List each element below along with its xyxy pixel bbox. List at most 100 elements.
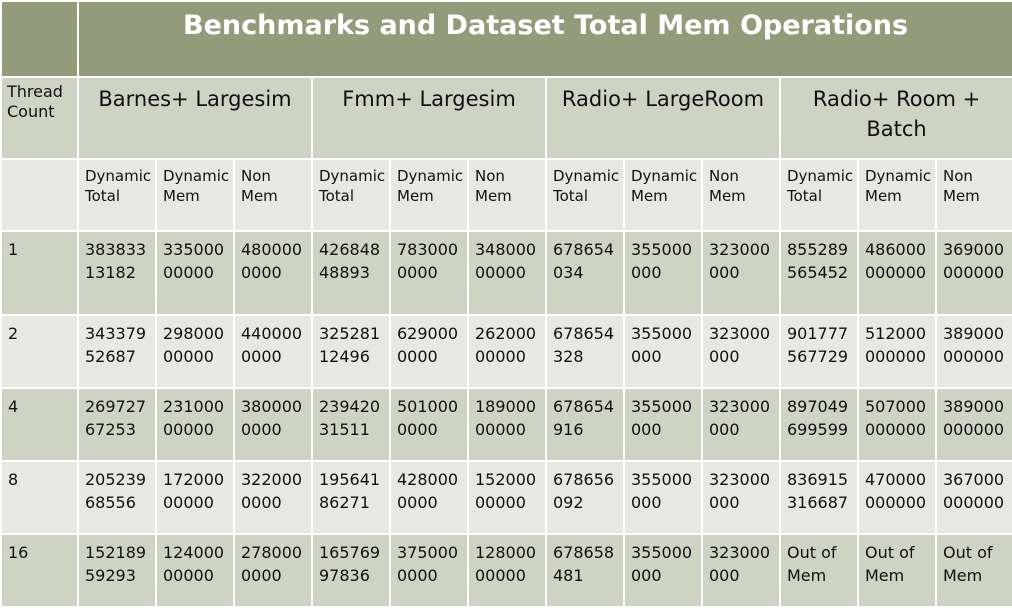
table-cell-line: 0000: [241, 493, 282, 512]
table-cell-line: 323000: [709, 324, 771, 343]
table-cell: 172000 00000: [157, 462, 233, 533]
table-cell-line: Out of: [943, 543, 993, 562]
table-cell: 189000 00000: [469, 389, 545, 460]
column-subheader: Dynamic Total: [313, 160, 389, 230]
table-cell-line: 0000: [241, 566, 282, 585]
column-subheader: Non Mem: [469, 160, 545, 230]
group-header-barnes: Barnes+ Largesim: [79, 78, 311, 158]
table-cell: 298000 00000: [157, 316, 233, 387]
table-row: 4 269727 67253 231000 00000 380000 0000 239420 3…: [2, 389, 1012, 460]
table-cell: Out of Mem: [937, 535, 1012, 606]
table-cell-line: 000: [631, 347, 662, 366]
table-cell: 678658 481: [547, 535, 623, 606]
table-cell-line: 00000: [475, 420, 526, 439]
table-cell-line: 262000: [475, 324, 537, 343]
column-subheader-line: Non: [241, 167, 271, 185]
table-cell-line: 00000: [163, 263, 214, 282]
table-cell-line: Mem: [787, 566, 827, 585]
table-cell: 348000 00000: [469, 232, 545, 314]
column-subheader-line: Mem: [475, 187, 512, 205]
table-cell-line: 916: [553, 420, 584, 439]
table-cell-line: 000: [709, 420, 740, 439]
subheader-blank: [2, 160, 77, 230]
table-row: 16 152189 59293 124000 00000 278000 0000 165769…: [2, 535, 1012, 606]
table-cell-line: 678654: [553, 240, 615, 259]
table-cell-line: 501000: [397, 397, 459, 416]
column-subheader-line: Dynamic: [865, 167, 932, 185]
table-cell: 440000 0000: [235, 316, 311, 387]
table-cell-line: 000: [709, 263, 740, 282]
table-cell-line: 000: [709, 493, 740, 512]
table-cell-line: 00000: [163, 566, 214, 585]
column-subheader: Dynamic Total: [781, 160, 857, 230]
column-subheader-line: Total: [787, 187, 823, 205]
table-cell-line: 31511: [319, 420, 370, 439]
column-subheader: Dynamic Total: [79, 160, 155, 230]
column-subheader: Dynamic Mem: [391, 160, 467, 230]
table-cell-line: 67253: [85, 420, 136, 439]
table-cell: 375000 0000: [391, 535, 467, 606]
table-cell: 165769 97836: [313, 535, 389, 606]
table-cell-line: 836915: [787, 470, 849, 489]
column-subheader: Non Mem: [235, 160, 311, 230]
table-cell: 501000 0000: [391, 389, 467, 460]
table-cell-line: 440000: [241, 324, 303, 343]
table-row: 8 205239 68556 172000 00000 322000 0000 195641 8…: [2, 462, 1012, 533]
table-cell-line: 00000: [475, 566, 526, 585]
table-cell-line: Out of: [787, 543, 837, 562]
table-cell-line: 269727: [85, 397, 147, 416]
table-cell-line: 426848: [319, 240, 381, 259]
table-cell-line: 323000: [709, 543, 771, 562]
table-cell-line: 567729: [787, 347, 849, 366]
table-cell-line: Mem: [943, 566, 983, 585]
column-subheader: Dynamic Mem: [859, 160, 935, 230]
thread-count-cell: 2: [2, 316, 77, 387]
table-cell: 278000 0000: [235, 535, 311, 606]
table-cell-line: 000000: [865, 263, 927, 282]
table-cell-line: 48893: [319, 263, 370, 282]
table-cell-line: 678654: [553, 397, 615, 416]
table-cell: 380000 0000: [235, 389, 311, 460]
table-cell: 507000 000000: [859, 389, 935, 460]
table-cell-line: 59293: [85, 566, 136, 585]
table-cell-line: 678658: [553, 543, 615, 562]
table-cell: 231000 00000: [157, 389, 233, 460]
column-subheader: Dynamic Total: [547, 160, 623, 230]
table-cell: 389000 000000: [937, 389, 1012, 460]
table-cell: 152189 59293: [79, 535, 155, 606]
table-cell-line: 13182: [85, 263, 136, 282]
table-cell-line: 367000: [943, 470, 1005, 489]
group-header-label-line-2: Batch: [866, 117, 927, 141]
table-cell: 678654 328: [547, 316, 623, 387]
table-cell: 383833 13182: [79, 232, 155, 314]
table-cell-line: 343379: [85, 324, 147, 343]
table-cell-line: 0000: [397, 420, 438, 439]
table-cell-line: 678654: [553, 324, 615, 343]
table-cell-line: 699599: [787, 420, 849, 439]
table-cell-line: 323000: [709, 397, 771, 416]
table-cell-line: 000: [631, 566, 662, 585]
column-subheader-line: Mem: [631, 187, 668, 205]
table-cell-line: 000000: [943, 347, 1005, 366]
table-cell-line: 97836: [319, 566, 370, 585]
column-subheader-line: Dynamic: [85, 167, 152, 185]
table-cell: 128000 00000: [469, 535, 545, 606]
group-header-fmm: Fmm+ Largesim: [313, 78, 545, 158]
column-subheader-line: Dynamic: [397, 167, 464, 185]
table-cell-line: 512000: [865, 324, 927, 343]
table-cell-line: 335000: [163, 240, 225, 259]
table-cell: 428000 0000: [391, 462, 467, 533]
table-cell: 426848 48893: [313, 232, 389, 314]
table-cell: 512000 000000: [859, 316, 935, 387]
table-cell: 323000 000: [703, 316, 779, 387]
table-cell-line: 355000: [631, 470, 693, 489]
group-header-label: Radio+ Room +: [812, 87, 981, 111]
table-cell-line: 855289: [787, 240, 849, 259]
table-cell: 323000 000: [703, 232, 779, 314]
table-cell-line: 0000: [241, 347, 282, 366]
table-cell: 678654 034: [547, 232, 623, 314]
table-cell-line: 355000: [631, 397, 693, 416]
table-cell-line: 165769: [319, 543, 381, 562]
subheader-row: Dynamic Total Dynamic Mem Non Mem Dynamic Total…: [2, 160, 1012, 230]
table-cell-line: 470000: [865, 470, 927, 489]
